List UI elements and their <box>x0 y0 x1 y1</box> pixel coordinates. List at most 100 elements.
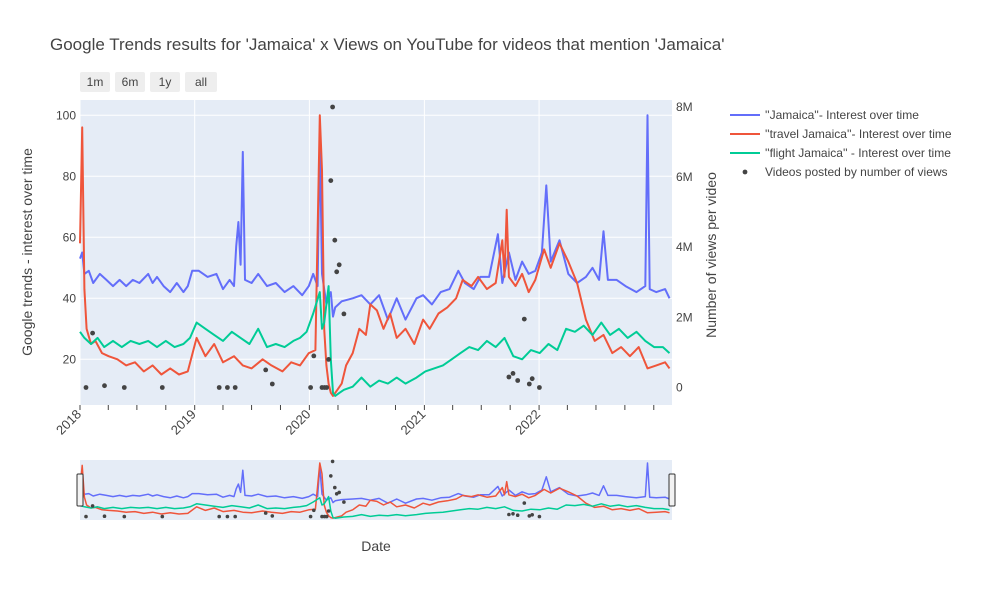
series-lines <box>79 104 671 397</box>
x-tick-label: 2021 <box>397 407 428 438</box>
range-button-bg[interactable] <box>150 72 180 92</box>
scatter-point <box>102 383 107 389</box>
plot-area <box>80 100 672 405</box>
scatter-point <box>510 371 516 376</box>
slider-series-line <box>79 462 670 519</box>
range-button-6m[interactable]: 6m <box>115 72 145 92</box>
scatter-point <box>83 385 89 390</box>
slider-scatter-point <box>122 514 127 519</box>
scatter-point <box>341 311 347 317</box>
scatter-point <box>232 385 238 390</box>
slider-scatter-point <box>330 459 335 464</box>
slider-scatter-point <box>511 512 515 516</box>
scatter-point <box>90 330 95 336</box>
scatter-point <box>515 378 521 383</box>
range-button-label[interactable]: 1m <box>87 75 104 89</box>
x-tick-label: 2022 <box>512 407 543 438</box>
legend-label[interactable]: Videos posted by number of views <box>765 165 948 179</box>
scatter-point <box>506 374 512 380</box>
legend-item[interactable]: ''Jamaica''- Interest over time <box>730 108 919 122</box>
scatter-point <box>330 104 335 110</box>
slider-scatter-point <box>312 508 316 513</box>
slider-scatter-point <box>160 514 165 519</box>
scatter-point <box>308 385 313 390</box>
range-slider-right-handle[interactable] <box>668 473 676 507</box>
slider-scatter-point <box>308 514 313 519</box>
slider-scatter-point <box>527 514 532 518</box>
slider-series-line <box>79 495 670 519</box>
scatter-point <box>216 385 222 390</box>
scatter-point <box>521 316 527 322</box>
y-right-tick-label: 0 <box>676 380 683 394</box>
scatter-point <box>225 385 230 390</box>
legend-item[interactable]: ''flight Jamaica'' - Interest over time <box>730 146 951 160</box>
slider-series-line <box>79 462 670 504</box>
range-button-1y[interactable]: 1y <box>150 72 180 92</box>
slider-scatter-point <box>329 474 333 478</box>
legend-swatch[interactable] <box>742 169 748 175</box>
slider-scatter-point <box>233 514 237 519</box>
slider-scatter-point <box>342 500 346 504</box>
range-button-bg[interactable] <box>185 72 217 92</box>
range-selector: 1m 6m 1y all <box>80 72 217 92</box>
slider-scatter-point <box>507 512 511 517</box>
range-slider[interactable] <box>76 459 676 520</box>
slider-scatter-point <box>225 514 230 519</box>
x-axis-title: Date <box>361 538 391 554</box>
y-left-tick-label: 40 <box>63 291 77 305</box>
slider-scatter-point <box>515 513 520 517</box>
x-tick-label: 2020 <box>282 407 313 438</box>
scatter-point <box>324 385 330 390</box>
slider-scatter-point <box>324 514 329 519</box>
y-left-tick-label: 20 <box>63 352 77 366</box>
scatter-point <box>326 357 331 362</box>
range-button-bg[interactable] <box>115 72 145 92</box>
scatter-point <box>537 385 542 390</box>
range-button-label[interactable]: all <box>195 75 207 89</box>
series-line <box>79 114 671 397</box>
x-axis: 2018 2019 2020 2021 2022 <box>53 405 655 438</box>
legend-item[interactable]: Videos posted by number of views <box>742 165 948 179</box>
y-right-tick-label: 8M <box>676 100 693 114</box>
range-slider-left-handle[interactable] <box>76 473 84 507</box>
scatter-point <box>328 178 334 184</box>
slider-scatter-point <box>90 504 95 508</box>
range-button-bg[interactable] <box>80 72 110 92</box>
slider-scatter-point <box>522 501 527 505</box>
legend: ''Jamaica''- Interest over time ''travel … <box>730 108 952 179</box>
scatter-point <box>263 367 269 373</box>
y-right-axis-title: Number of views per video <box>703 172 719 338</box>
y-right-tick-label: 2M <box>676 310 693 324</box>
legend-label[interactable]: ''Jamaica''- Interest over time <box>765 108 919 122</box>
range-button-all[interactable]: all <box>185 72 217 92</box>
legend-item[interactable]: ''travel Jamaica''- Interest over time <box>730 127 952 141</box>
legend-label[interactable]: ''travel Jamaica''- Interest over time <box>765 127 952 141</box>
y-right-axis: 0 2M 4M 6M 8M <box>676 100 693 394</box>
y-right-tick-label: 6M <box>676 170 693 184</box>
range-button-1m[interactable]: 1m <box>80 72 110 92</box>
chart-title: Google Trends results for 'Jamaica' x Vi… <box>50 35 724 54</box>
x-tick-label: 2018 <box>53 407 84 438</box>
slider-scatter-point <box>537 514 542 519</box>
y-left-tick-label: 60 <box>63 230 77 244</box>
slider-scatter-point <box>326 509 331 513</box>
scatter-point <box>526 381 532 387</box>
scatter-point <box>159 385 165 390</box>
scatter-point <box>311 353 317 359</box>
scatter-point <box>121 385 127 390</box>
y-left-tick-label: 100 <box>56 108 76 122</box>
range-button-label[interactable]: 1y <box>159 75 172 89</box>
slider-scatter-point <box>337 490 342 495</box>
scatter-point <box>332 237 338 243</box>
legend-label[interactable]: ''flight Jamaica'' - Interest over time <box>765 146 951 160</box>
range-button-label[interactable]: 6m <box>122 75 139 89</box>
range-slider-bg[interactable] <box>80 460 672 520</box>
x-tick-label: 2019 <box>168 407 199 438</box>
y-left-axis-title: Google trends - interest over time <box>19 148 35 356</box>
slider-scatter-point <box>217 514 221 519</box>
y-left-tick-label: 80 <box>63 169 77 183</box>
slider-scatter-point <box>263 511 268 515</box>
scatter-point <box>529 376 535 382</box>
